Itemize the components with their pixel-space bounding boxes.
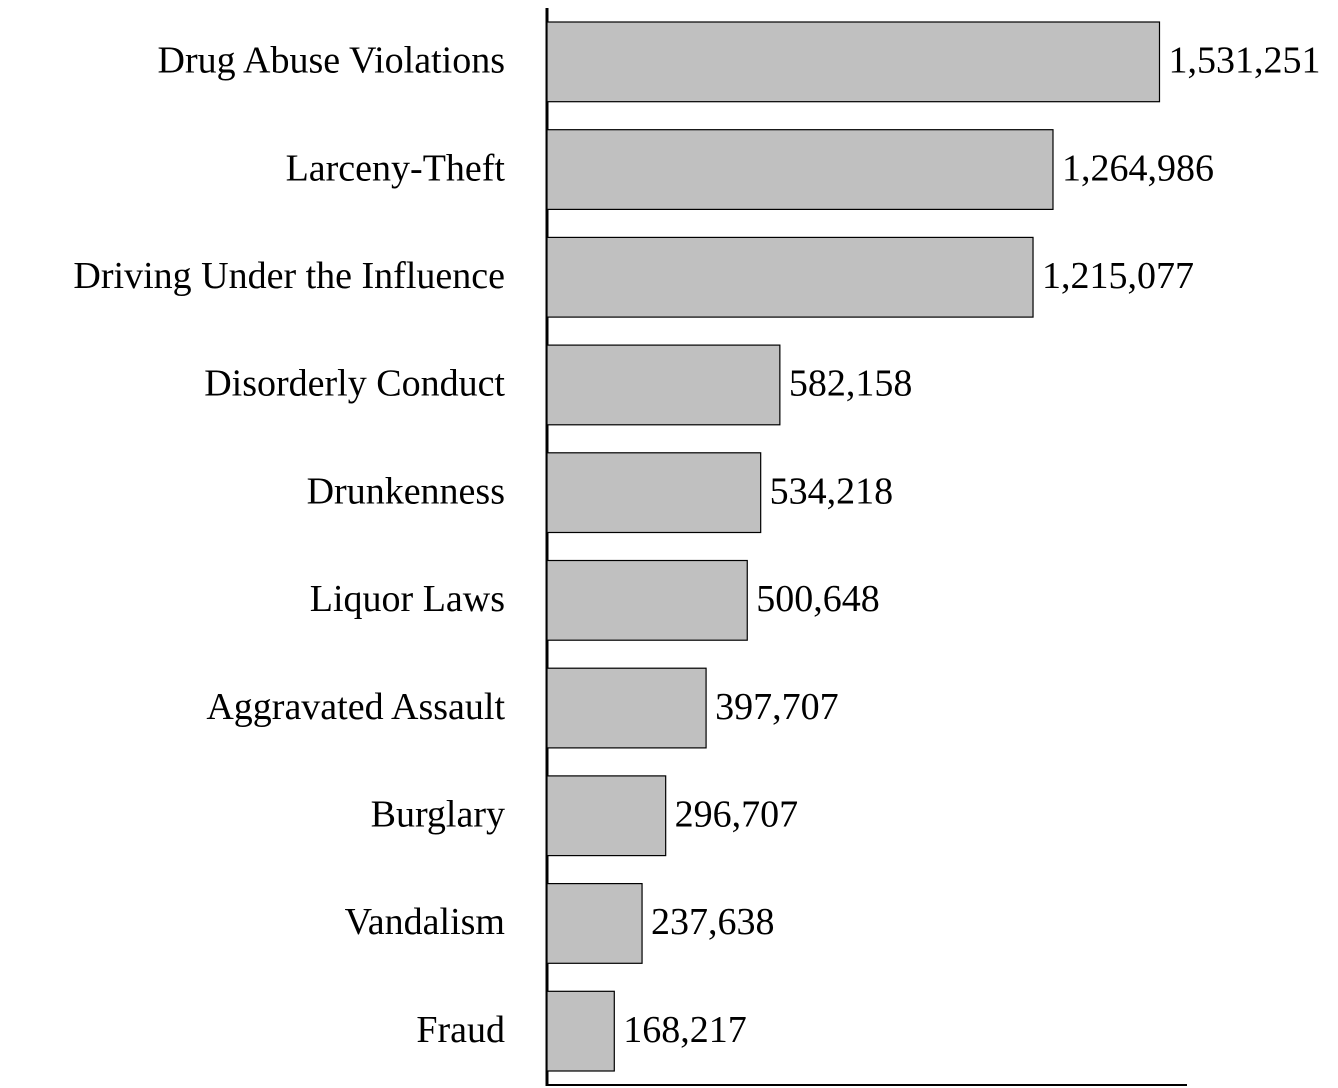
value-label: 237,638 [651,901,775,943]
bar [546,236,1034,318]
value-label: 534,218 [770,470,894,512]
bar [546,990,615,1072]
bar [546,667,707,749]
y-tick-label: Vandalism [345,901,505,943]
value-label: 582,158 [789,363,913,405]
bar [546,883,643,964]
y-tick-label: Driving Under the Influence [73,255,505,297]
bar [546,344,781,426]
value-label: 296,707 [675,793,799,835]
value-label: 500,648 [756,578,880,620]
y-tick-label: Aggravated Assault [206,686,505,728]
value-label: 168,217 [623,1009,747,1051]
y-tick-label: Burglary [371,793,505,835]
y-tick-label: Drunkenness [307,470,505,512]
value-label: 1,264,986 [1062,147,1214,189]
y-tick-label: Liquor Laws [310,578,505,620]
y-tick-label: Larceny-Theft [286,147,506,189]
bar [546,21,1161,103]
bar [546,775,667,857]
value-label: 1,531,251 [1169,40,1321,82]
value-label: 397,707 [715,686,839,728]
bar [546,559,748,641]
value-label: 1,215,077 [1042,255,1194,297]
bar [546,129,1054,210]
bar [546,452,762,534]
y-tick-label: Drug Abuse Violations [158,40,505,82]
y-tick-label: Fraud [416,1009,505,1051]
y-tick-label: Disorderly Conduct [204,363,505,405]
